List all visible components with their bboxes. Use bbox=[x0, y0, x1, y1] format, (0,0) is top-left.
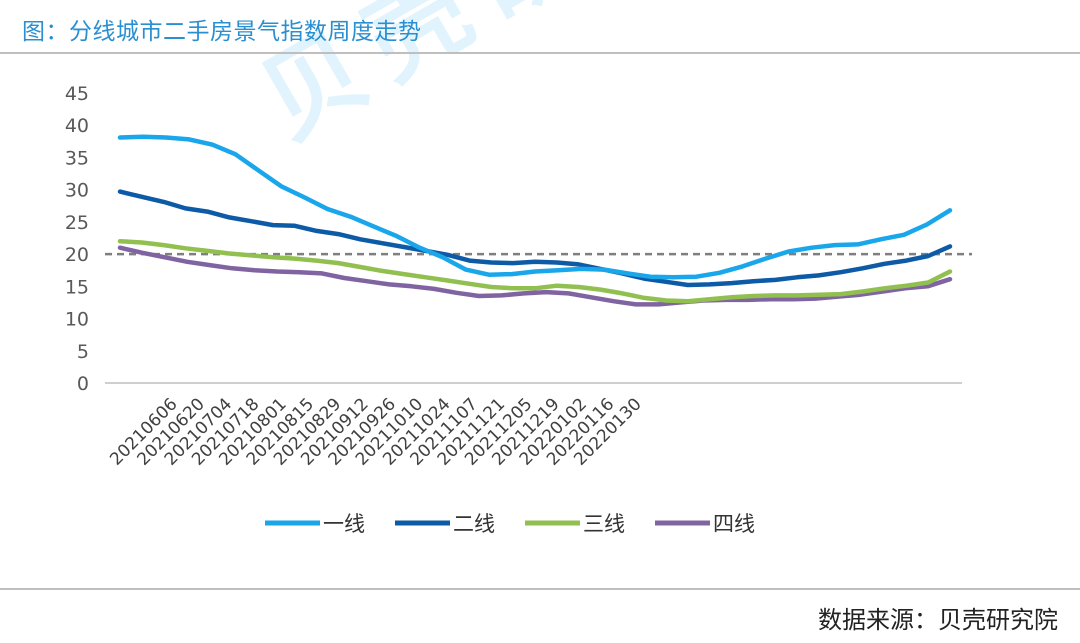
y-tick-label: 25 bbox=[65, 212, 89, 234]
footer-divider bbox=[0, 588, 1080, 590]
y-tick-label: 20 bbox=[65, 244, 89, 266]
y-tick-label: 40 bbox=[65, 115, 89, 137]
legend-label-4: 四线 bbox=[713, 512, 755, 536]
chart-title: 图：分线城市二手房景气指数周度走势 bbox=[22, 19, 422, 45]
title-divider bbox=[0, 52, 1080, 54]
y-tick-label: 15 bbox=[65, 276, 89, 298]
series-line-2 bbox=[117, 189, 953, 288]
y-tick-label: 0 bbox=[77, 373, 89, 395]
y-tick-label: 5 bbox=[77, 341, 89, 363]
legend-label-2: 二线 bbox=[453, 512, 495, 536]
line-chart: 0 5 10 15 20 25 30 35 40 45 202106062021062020210… bbox=[65, 83, 972, 536]
y-tick-label: 35 bbox=[65, 147, 89, 169]
y-axis-ticks: 0 5 10 15 20 25 30 35 40 45 bbox=[65, 83, 89, 395]
y-tick-label: 45 bbox=[65, 83, 89, 105]
series-line-3 bbox=[117, 238, 953, 304]
y-tick-label: 30 bbox=[65, 180, 89, 202]
legend-label-1: 一线 bbox=[323, 512, 365, 536]
legend-label-3: 三线 bbox=[583, 512, 625, 536]
y-tick-label: 10 bbox=[65, 309, 89, 331]
legend: 一线 二线 三线 四线 bbox=[265, 512, 755, 536]
source-note: 数据来源：贝壳研究院 bbox=[818, 606, 1058, 634]
series-line-4 bbox=[117, 245, 953, 307]
series-line-1 bbox=[117, 134, 953, 280]
x-axis-ticks: 2021060620210620202107042021071820210801… bbox=[106, 394, 645, 469]
series-lines bbox=[117, 134, 953, 307]
